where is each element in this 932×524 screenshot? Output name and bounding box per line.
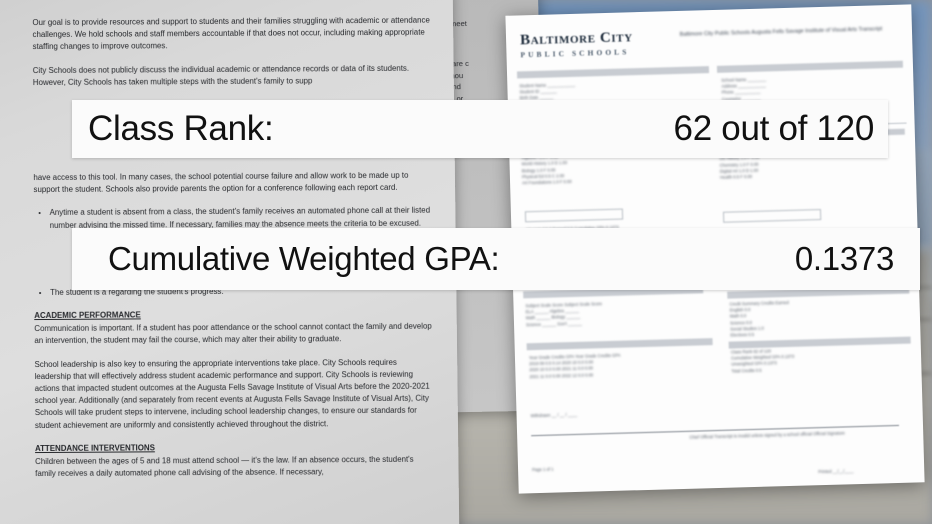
class-rank-caption-bar: Class Rank: 62 out of 120 bbox=[72, 100, 888, 158]
grade-summary-block: Class Rank 62 of 120 Cumulative Weighted… bbox=[730, 348, 795, 374]
section-paragraph: Communication is important. If a student… bbox=[34, 321, 432, 346]
credit-summary-block: Credit Summary Credits Earned English 0.… bbox=[729, 299, 789, 338]
class-rank-label: Class Rank: bbox=[88, 109, 274, 148]
letter-paragraph: City Schools does not publicly discuss t… bbox=[32, 63, 410, 87]
transcript-date-note: Printed __/__/____ bbox=[818, 468, 854, 475]
summary-box bbox=[524, 208, 624, 223]
section-header-bar bbox=[716, 60, 904, 73]
test-scores-block: Subject Scale Score Subject Scale Score … bbox=[525, 301, 603, 327]
section-header-bar bbox=[526, 338, 713, 351]
section-paragraph: School leadership is also key to ensurin… bbox=[34, 357, 430, 430]
letter-section: ACADEMIC PERFORMANCE Communication is im… bbox=[34, 308, 434, 348]
section-paragraph: Children between the ages of 5 and 18 mu… bbox=[35, 454, 414, 479]
transcript-page-note: Page 1 of 1 bbox=[532, 466, 554, 473]
section-header-bar bbox=[516, 66, 710, 79]
letter-paragraph: have access to this tool. In many cases,… bbox=[33, 170, 409, 195]
logo-line-secondary: PUBLIC SCHOOLS bbox=[520, 47, 630, 60]
section-heading-academic-performance: ACADEMIC PERFORMANCE bbox=[34, 310, 141, 321]
letter-section: ATTENDANCE INTERVENTIONS Children betwee… bbox=[35, 440, 435, 480]
letter-paragraph: Our goal is to provide resources and sup… bbox=[32, 15, 430, 52]
cumulative-weighted-gpa-caption-bar: Cumulative Weighted GPA: 0.1373 bbox=[72, 228, 920, 290]
section-heading-attendance-interventions: ATTENDANCE INTERVENTIONS bbox=[35, 443, 155, 453]
logo-line-primary: Baltimore City bbox=[519, 29, 633, 49]
cumulative-weighted-gpa-label: Cumulative Weighted GPA: bbox=[108, 240, 500, 277]
grade-summary-block: Year Grade Credits GPA Year Grade Credit… bbox=[528, 352, 621, 379]
transcript-title: Baltimore City Public Schools Augusta Fe… bbox=[679, 26, 883, 38]
transcript-field-block: School Name ________ Address ___________… bbox=[721, 76, 767, 102]
cumulative-weighted-gpa-value: 0.1373 bbox=[794, 240, 894, 277]
summary-box bbox=[722, 209, 822, 223]
class-rank-value: 62 out of 120 bbox=[673, 109, 875, 148]
transcript-footer-note: Withdrawn __ / __ / ____ bbox=[530, 411, 578, 419]
baltimore-city-public-schools-logo: Baltimore City PUBLIC SCHOOLS bbox=[519, 29, 633, 60]
